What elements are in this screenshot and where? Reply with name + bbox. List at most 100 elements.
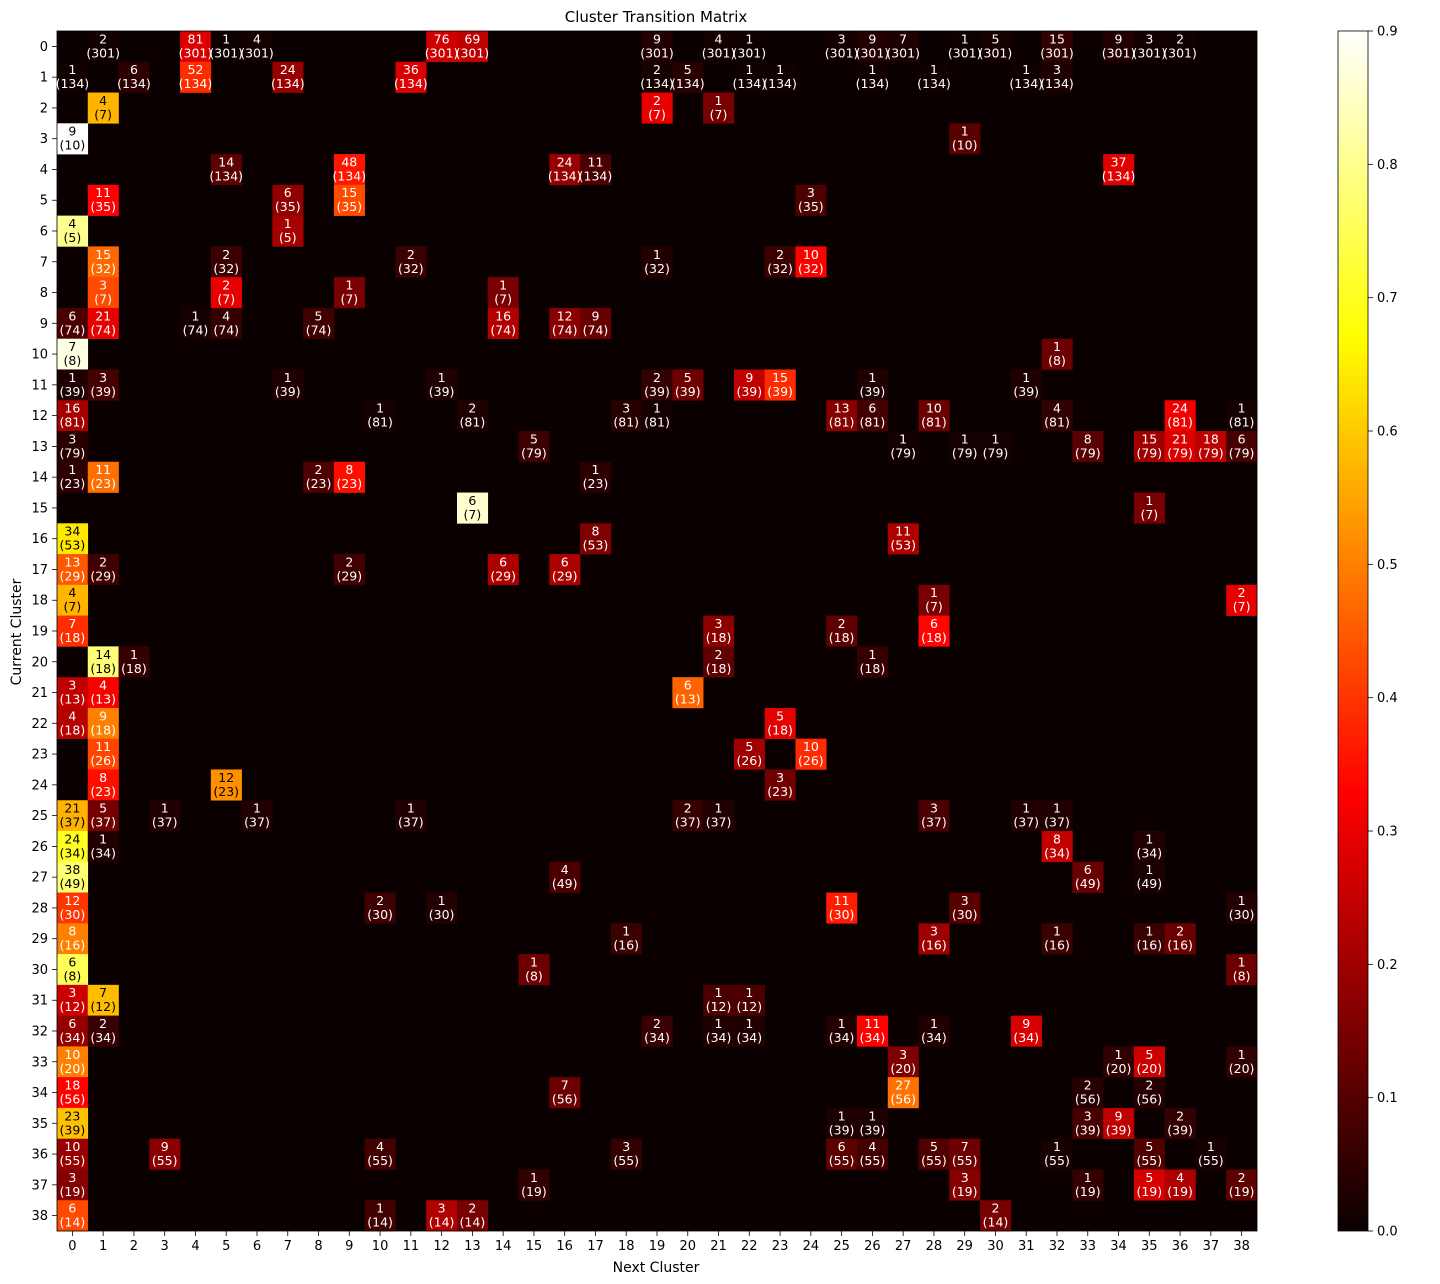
heatmap-cell xyxy=(57,523,89,555)
cell-count-label: 16 xyxy=(495,308,511,323)
cell-count-label: 3 xyxy=(930,924,938,939)
cell-count-label: 1 xyxy=(68,370,76,385)
heatmap-cell xyxy=(1133,861,1165,893)
cell-total-label: (23) xyxy=(583,476,609,491)
cell-total-label: (74) xyxy=(306,322,332,337)
x-tick-label: 24 xyxy=(803,1239,820,1254)
heatmap-cell xyxy=(57,1169,89,1201)
cell-total-label: (34) xyxy=(90,845,116,860)
cell-count-label: 1 xyxy=(868,1108,876,1123)
cell-count-label: 11 xyxy=(588,154,604,169)
cell-total-label: (26) xyxy=(90,753,116,768)
y-tick-label: 34 xyxy=(31,1086,48,1101)
y-axis-label: Current Cluster xyxy=(9,578,25,685)
heatmap-cell xyxy=(857,400,889,432)
heatmap-cell xyxy=(426,369,458,401)
heatmap-cell xyxy=(57,892,89,924)
cell-count-label: 9 xyxy=(1115,31,1123,46)
y-ticks: 0123456789101112131415161718192021222324… xyxy=(31,40,57,1224)
cell-count-label: 1 xyxy=(715,93,723,108)
cell-total-label: (39) xyxy=(767,384,793,399)
cell-total-label: (34) xyxy=(829,1030,855,1045)
cell-count-label: 3 xyxy=(68,431,76,446)
cell-count-label: 15 xyxy=(95,247,111,262)
cell-total-label: (49) xyxy=(1136,876,1162,891)
cell-total-label: (301) xyxy=(979,45,1013,60)
heatmap-cell xyxy=(580,461,612,493)
heatmap-cell xyxy=(1133,1169,1165,1201)
cell-total-label: (12) xyxy=(90,999,116,1014)
heatmap-cell xyxy=(1164,431,1196,463)
heatmap-cell xyxy=(57,800,89,832)
heatmap-cell xyxy=(1041,831,1073,863)
cell-total-label: (74) xyxy=(213,322,239,337)
heatmap-cell xyxy=(857,369,889,401)
y-tick-label: 4 xyxy=(40,163,48,178)
cell-total-label: (49) xyxy=(552,876,578,891)
heatmap-cell xyxy=(149,1138,181,1170)
cell-total-label: (301) xyxy=(948,45,982,60)
cell-count-label: 2 xyxy=(468,401,476,416)
cell-count-label: 8 xyxy=(99,770,107,785)
cell-total-label: (74) xyxy=(90,322,116,337)
y-tick-label: 3 xyxy=(40,132,48,147)
cell-total-label: (7) xyxy=(217,292,235,307)
heatmap-cell xyxy=(395,800,427,832)
cell-count-label: 5 xyxy=(99,801,107,816)
cell-total-label: (39) xyxy=(736,384,762,399)
y-tick-label: 36 xyxy=(31,1148,48,1163)
cell-total-label: (8) xyxy=(1048,353,1066,368)
cell-count-label: 6 xyxy=(930,616,938,631)
heatmap-cell xyxy=(1041,923,1073,955)
heatmap-cell xyxy=(1164,31,1196,63)
cell-total-label: (301) xyxy=(425,45,459,60)
cell-total-label: (14) xyxy=(983,1215,1009,1230)
cell-total-label: (39) xyxy=(60,1122,86,1137)
cell-count-label: 3 xyxy=(99,370,107,385)
heatmap-cell xyxy=(57,307,89,339)
cell-count-label: 1 xyxy=(438,893,446,908)
cell-count-label: 14 xyxy=(95,647,111,662)
y-tick-label: 19 xyxy=(31,625,48,640)
heatmap-cell xyxy=(1226,1046,1258,1078)
heatmap-cell xyxy=(1226,431,1258,463)
cell-count-label: 15 xyxy=(772,370,788,385)
cell-count-label: 37 xyxy=(1111,154,1127,169)
heatmap-cell xyxy=(672,61,704,93)
cell-total-label: (34) xyxy=(706,1030,732,1045)
heatmap-cell xyxy=(57,984,89,1016)
cell-count-label: 1 xyxy=(745,1016,753,1031)
cell-total-label: (79) xyxy=(952,445,978,460)
cell-count-label: 7 xyxy=(561,1078,569,1093)
cell-count-label: 6 xyxy=(468,493,476,508)
cell-count-label: 1 xyxy=(653,247,661,262)
heatmap-cell xyxy=(703,31,735,63)
cell-total-label: (301) xyxy=(179,45,213,60)
cell-count-label: 3 xyxy=(838,31,846,46)
cell-total-label: (20) xyxy=(60,1061,86,1076)
cell-total-label: (19) xyxy=(1167,1184,1193,1199)
heatmap-cell xyxy=(1133,831,1165,863)
cell-total-label: (134) xyxy=(579,168,613,183)
colorbar-tick-label: 0.9 xyxy=(1377,25,1398,40)
heatmap-cell xyxy=(764,61,796,93)
cell-total-label: (81) xyxy=(860,415,886,430)
cell-total-label: (301) xyxy=(1040,45,1074,60)
cell-total-label: (301) xyxy=(825,45,859,60)
x-tick-label: 15 xyxy=(526,1239,543,1254)
heatmap-cell xyxy=(487,554,519,586)
cell-total-label: (55) xyxy=(613,1153,639,1168)
heatmap-cell xyxy=(303,307,335,339)
heatmap-cell xyxy=(887,1077,919,1109)
y-tick-label: 16 xyxy=(31,532,48,547)
cell-count-label: 1 xyxy=(1145,862,1153,877)
y-tick-label: 38 xyxy=(31,1209,48,1224)
cell-total-label: (81) xyxy=(460,415,486,430)
cell-total-label: (29) xyxy=(552,568,578,583)
cell-count-label: 10 xyxy=(64,1047,80,1062)
cell-count-label: 7 xyxy=(99,985,107,1000)
heatmap-cell xyxy=(1226,954,1258,986)
heatmap-cell xyxy=(87,307,119,339)
heatmap-cell xyxy=(733,984,765,1016)
cell-count-label: 11 xyxy=(895,524,911,539)
